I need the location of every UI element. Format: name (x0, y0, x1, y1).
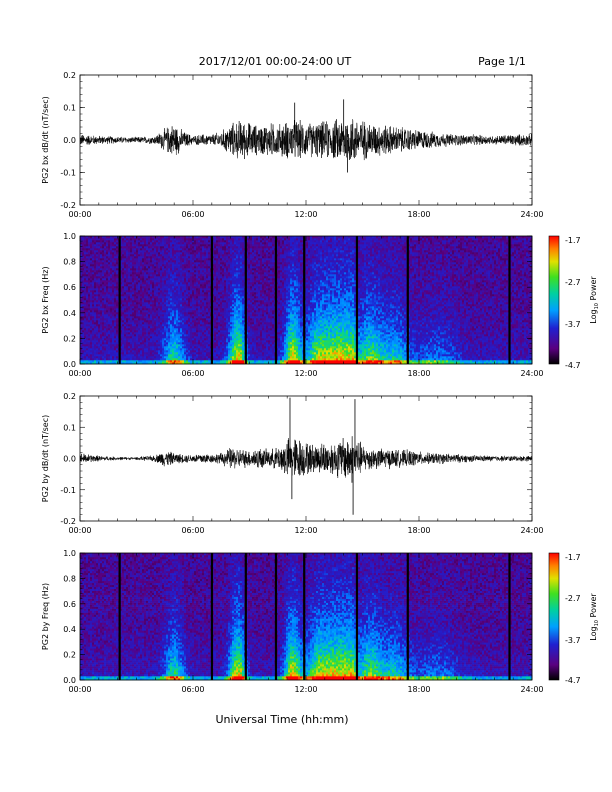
signal-trace (80, 436, 532, 482)
data-gap (275, 553, 277, 680)
y-axis-label: PG2 bx Freq (Hz) (41, 266, 50, 333)
figure: 2017/12/01 00:00-24:00 UT Page 1/1 00:00… (0, 0, 612, 792)
figure-title: 2017/12/01 00:00-24:00 UT (199, 55, 352, 68)
colorbar-top: -1.7 -2.7 -3.7 -4.7 Log10 Power (549, 236, 600, 370)
colorbar-top-tick-3: -4.7 (565, 361, 581, 370)
x-tick-label: 12:00 (294, 526, 317, 535)
colorbar-bottom-gradient (549, 553, 559, 680)
x-tick-label: 06:00 (181, 526, 204, 535)
colorbar-top-tick-0: -1.7 (565, 236, 581, 245)
y-tick-label: 0.1 (63, 423, 76, 432)
x-tick-label: 00:00 (68, 210, 91, 219)
y-tick-label: -0.2 (60, 201, 76, 210)
y-tick-label: 0.0 (63, 676, 76, 685)
colorbar-top-gradient (549, 236, 559, 364)
y-axis-label: PG2 by Freq (Hz) (41, 583, 50, 650)
colorbar-top-label: Log10 Power (589, 276, 600, 324)
y-tick-label: 0.2 (63, 392, 76, 401)
y-tick-label: 0.2 (63, 71, 76, 80)
spectrogram-cells (80, 553, 532, 680)
page-indicator: Page 1/1 (478, 55, 526, 68)
y-tick-label: 0.8 (63, 258, 76, 267)
colorbar-bottom-tick-3: -4.7 (565, 676, 581, 685)
y-tick-label: 0.2 (63, 334, 76, 343)
y-tick-label: -0.1 (60, 486, 76, 495)
x-tick-label: 24:00 (520, 685, 543, 694)
spectrogram-cells (80, 236, 532, 364)
y-tick-label: -0.2 (60, 517, 76, 526)
y-tick-label: 0.0 (63, 360, 76, 369)
x-tick-label: 00:00 (68, 369, 91, 378)
by-spectrogram-panel: 00:00 06:00 12:00 18:00 24:00 1.0 0.8 0.6 0.4 0.2… (41, 549, 544, 694)
x-tick-label: 24:00 (520, 369, 543, 378)
data-gap (407, 553, 409, 680)
y-tick-label: 0.2 (63, 651, 76, 660)
colorbar-bottom-label: Log10 Power (589, 593, 600, 641)
y-tick-label: 0.6 (63, 600, 76, 609)
data-gap (119, 553, 121, 680)
bx-timeseries-panel: 00:00 06:00 12:00 18:00 24:00 0.2 0.1 0.0 -0.1 -0… (41, 71, 544, 219)
y-tick-label: 1.0 (63, 549, 76, 558)
y-tick-label: 0.0 (63, 455, 76, 464)
data-gap (303, 553, 305, 680)
y-tick-label: 0.1 (63, 104, 76, 113)
data-gap (508, 236, 510, 364)
y-tick-label: 0.0 (63, 136, 76, 145)
y-tick-label: -0.1 (60, 169, 76, 178)
colorbar-top-tick-2: -3.7 (565, 320, 581, 329)
data-gap (275, 236, 277, 364)
x-tick-label: 12:00 (294, 210, 317, 219)
colorbar-bottom-tick-1: -2.7 (565, 594, 581, 603)
y-tick-label: 0.8 (63, 574, 76, 583)
x-tick-label: 06:00 (181, 369, 204, 378)
y-tick-label: 0.6 (63, 283, 76, 292)
x-tick-label: 00:00 (68, 526, 91, 535)
data-gap (211, 236, 213, 364)
signal-trace (80, 119, 532, 160)
x-tick-label: 18:00 (407, 369, 430, 378)
data-gap (119, 236, 121, 364)
colorbar-bottom-tick-0: -1.7 (565, 553, 581, 562)
x-tick-label: 18:00 (407, 210, 430, 219)
data-gap (245, 236, 247, 364)
x-tick-label: 18:00 (407, 526, 430, 535)
x-tick-label: 12:00 (294, 685, 317, 694)
y-tick-label: 0.4 (63, 625, 76, 634)
colorbar-bottom: -1.7 -2.7 -3.7 -4.7 Log10 Power (549, 553, 600, 685)
x-tick-label: 24:00 (520, 210, 543, 219)
x-tick-label: 12:00 (294, 369, 317, 378)
data-gap (211, 553, 213, 680)
data-gap (356, 553, 358, 680)
y-axis-label: PG2 bx dB/dt (nT/sec) (41, 96, 50, 183)
data-gap (407, 236, 409, 364)
x-tick-label: 00:00 (68, 685, 91, 694)
colorbar-bottom-tick-2: -3.7 (565, 636, 581, 645)
data-gap (245, 553, 247, 680)
data-gap (356, 236, 358, 364)
y-tick-label: 0.4 (63, 309, 76, 318)
x-tick-label: 06:00 (181, 210, 204, 219)
by-timeseries-panel: 00:00 06:00 12:00 18:00 24:00 0.2 0.1 0.0 -0.1 -0… (41, 392, 544, 535)
x-tick-label: 06:00 (181, 685, 204, 694)
data-gap (508, 553, 510, 680)
bx-spectrogram-panel: 00:00 06:00 12:00 18:00 24:00 1.0 0.8 0.6 0.4 0.2… (41, 232, 544, 378)
colorbar-top-tick-1: -2.7 (565, 278, 581, 287)
x-tick-label: 18:00 (407, 685, 430, 694)
y-tick-label: 1.0 (63, 232, 76, 241)
x-tick-label: 24:00 (520, 526, 543, 535)
x-axis-label: Universal Time (hh:mm) (216, 713, 349, 726)
data-gap (303, 236, 305, 364)
y-axis-label: PG2 by dB/dt (nT/sec) (41, 415, 50, 502)
